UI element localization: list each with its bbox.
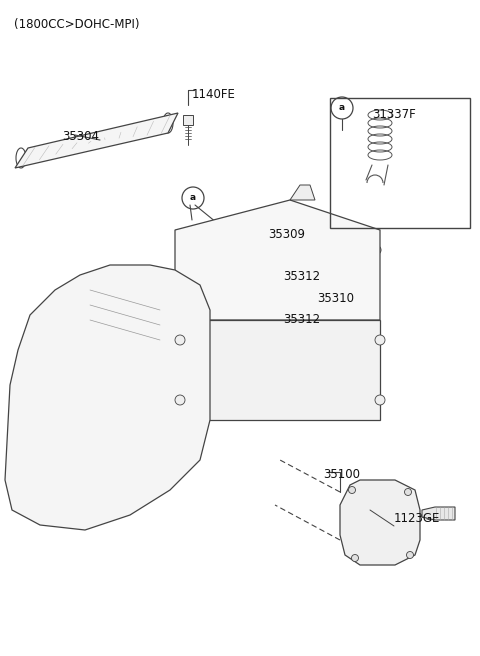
Ellipse shape xyxy=(324,243,346,257)
Polygon shape xyxy=(5,265,210,530)
Polygon shape xyxy=(183,115,193,125)
Ellipse shape xyxy=(359,243,381,257)
Circle shape xyxy=(175,335,185,345)
Text: 35309: 35309 xyxy=(268,228,305,241)
Polygon shape xyxy=(15,113,178,168)
Circle shape xyxy=(407,552,413,558)
Circle shape xyxy=(175,395,185,405)
Polygon shape xyxy=(231,270,249,298)
Text: a: a xyxy=(339,104,345,112)
Text: 1123GE: 1123GE xyxy=(394,512,440,525)
Text: 31337F: 31337F xyxy=(372,108,416,121)
Polygon shape xyxy=(290,185,315,200)
Circle shape xyxy=(375,335,385,345)
Polygon shape xyxy=(340,480,420,565)
Text: 35100: 35100 xyxy=(323,468,360,481)
Text: 1140FE: 1140FE xyxy=(192,88,236,101)
Polygon shape xyxy=(175,320,380,420)
Text: (1800CC>DOHC-MPI): (1800CC>DOHC-MPI) xyxy=(14,18,140,31)
Circle shape xyxy=(348,487,356,493)
Bar xyxy=(330,98,470,228)
Polygon shape xyxy=(422,507,455,520)
Ellipse shape xyxy=(239,253,261,267)
Ellipse shape xyxy=(199,253,221,267)
Polygon shape xyxy=(222,220,242,240)
Polygon shape xyxy=(175,200,380,320)
Circle shape xyxy=(351,554,359,562)
Polygon shape xyxy=(234,298,246,310)
Circle shape xyxy=(405,489,411,495)
Text: a: a xyxy=(190,194,196,203)
Text: 35312: 35312 xyxy=(283,313,320,326)
Circle shape xyxy=(375,395,385,405)
Ellipse shape xyxy=(284,248,306,262)
Text: 35312: 35312 xyxy=(283,270,320,283)
Text: 35310: 35310 xyxy=(317,292,354,305)
Text: 35304: 35304 xyxy=(62,130,99,143)
